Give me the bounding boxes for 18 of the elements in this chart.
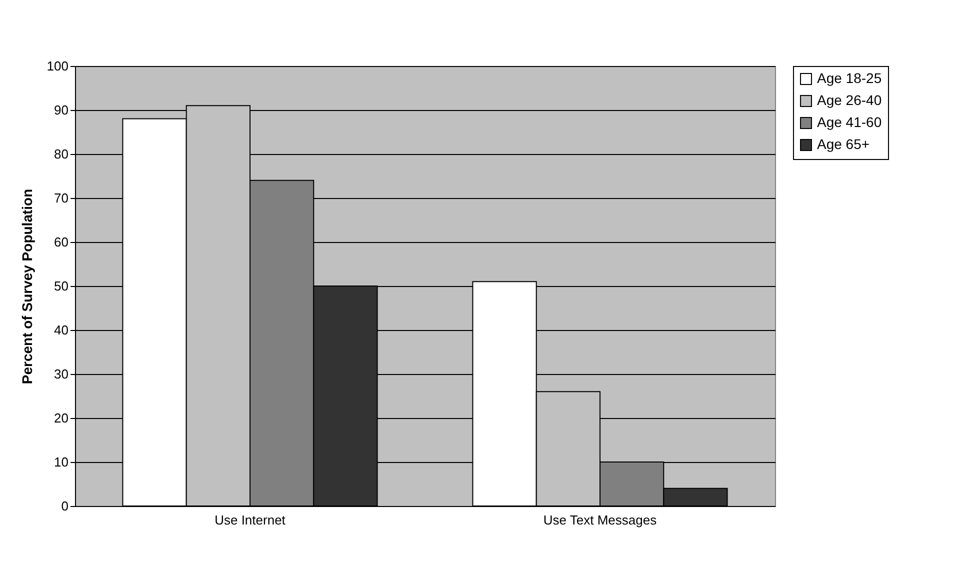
y-axis-title: Percent of Survey Population xyxy=(18,188,35,384)
legend-label: Age 18-25 xyxy=(817,70,882,86)
x-tick-label: Use Text Messages xyxy=(543,512,658,528)
y-tick-label: 40 xyxy=(54,322,68,338)
y-tick-label: 30 xyxy=(54,366,68,382)
y-tick-label: 90 xyxy=(54,102,68,118)
legend-label: Age 65+ xyxy=(817,136,870,152)
y-tick-label: 50 xyxy=(54,278,68,294)
y-tick-label: 100 xyxy=(46,58,68,74)
y-tick-label: 20 xyxy=(54,410,68,426)
y-tick-label: 70 xyxy=(54,190,68,206)
legend-label: Age 26-40 xyxy=(817,92,882,108)
y-tick-label: 0 xyxy=(61,498,68,514)
legend-label: Age 41-60 xyxy=(817,114,882,130)
x-tick-label: Use Internet xyxy=(214,512,286,528)
y-tick-label: 60 xyxy=(54,234,68,250)
y-tick-label: 80 xyxy=(54,146,68,162)
y-tick-label: 10 xyxy=(54,454,68,470)
